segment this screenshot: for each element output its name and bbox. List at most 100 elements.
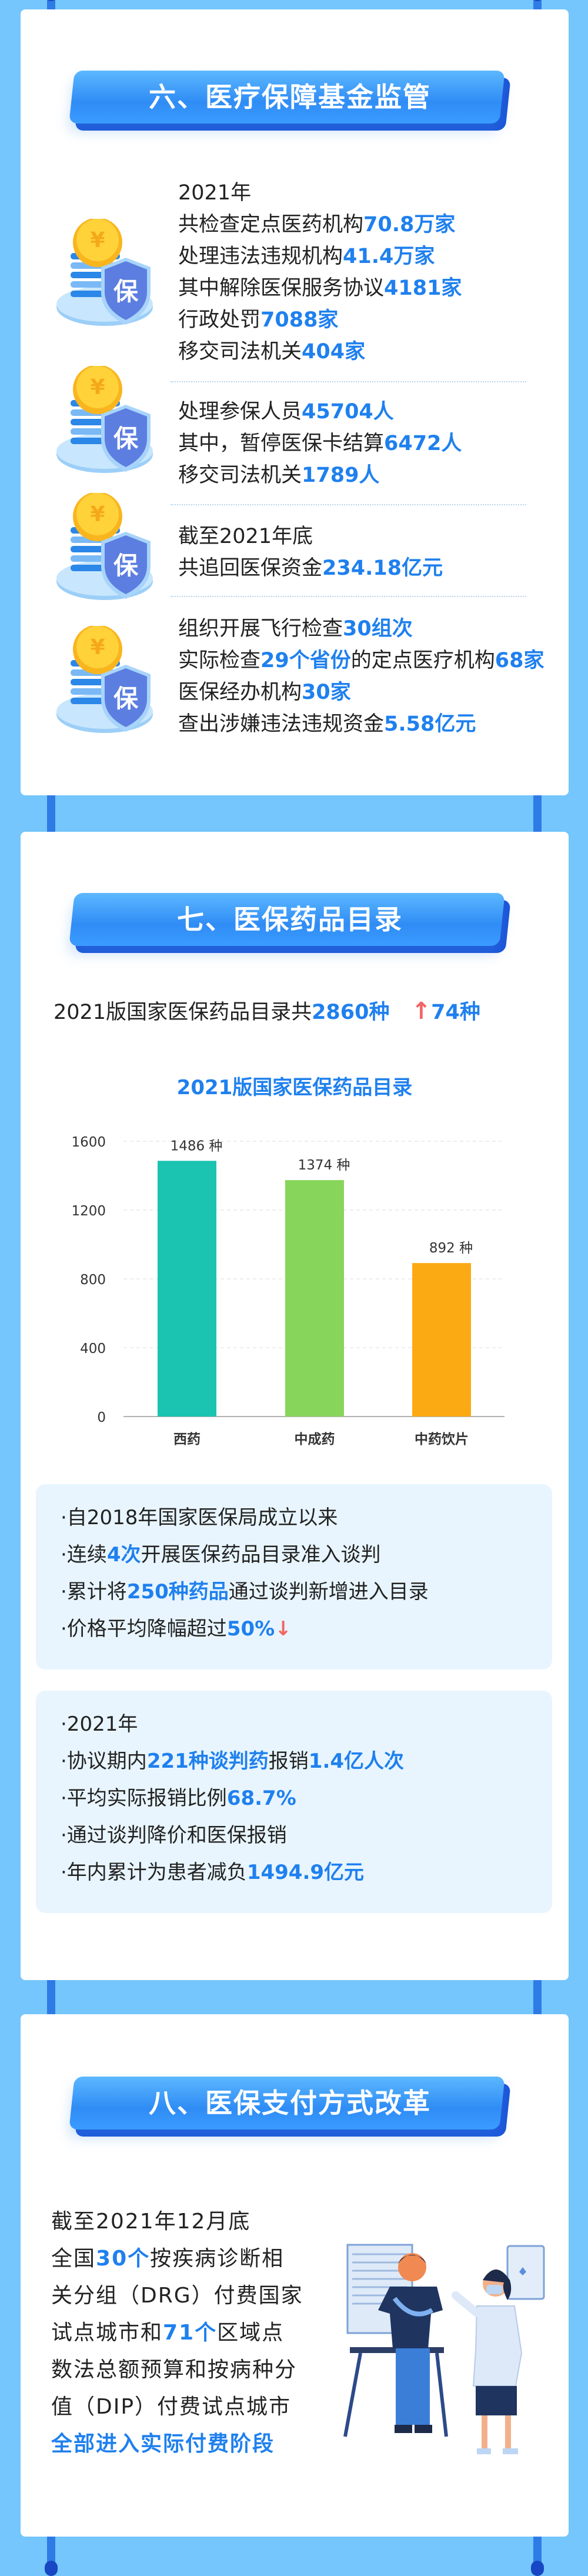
text-segment: ·价格平均降幅超过 xyxy=(61,1617,227,1641)
y-tick-label: 800 xyxy=(80,1272,106,1288)
text-segment: ·通过谈判降价和医保报销 xyxy=(61,1824,287,1847)
text-line: ·2021年 xyxy=(61,1708,138,1740)
text-line: ·价格平均降幅超过50%↓ xyxy=(61,1613,292,1645)
text-line: 处理违法违规机构41.4万家 xyxy=(178,241,435,272)
text-segment: 报销 xyxy=(268,1749,309,1773)
doctor-patient-illustration xyxy=(343,2244,545,2454)
text-segment: 处理违法违规机构 xyxy=(178,245,343,268)
divider xyxy=(171,596,526,597)
text-line: 处理参保人员45704人 xyxy=(178,396,394,428)
text-segment: 截至2021年12月底 xyxy=(51,2210,251,2234)
highlight-value: 68.7% xyxy=(226,1787,296,1810)
catalog-summary: 2021版国家医保药品目录共2860种 ↑74种 xyxy=(54,998,480,1025)
text-line: ·通过谈判降价和医保报销 xyxy=(61,1819,287,1851)
text-segment: 实际检查 xyxy=(178,649,261,672)
highlight-value: 50% xyxy=(226,1617,275,1641)
text-segment: ·连续 xyxy=(61,1543,107,1567)
bar-chart: 2021版国家医保药品目录 0 400 800 1200 1600 1486 种西药 1374… xyxy=(71,1076,505,1447)
text-segment: 行政处罚 xyxy=(178,308,261,332)
text-segment: 移交司法机关 xyxy=(178,340,302,364)
coin-shield-label: 保 xyxy=(113,551,139,580)
text-line: ·连续4次开展医保药品目录准入谈判 xyxy=(61,1539,380,1571)
coin-shield-label: 保 xyxy=(113,424,139,453)
text-line: 查出涉嫌违法违规资金5.58亿元 xyxy=(178,708,476,740)
highlight-value: 7088家 xyxy=(260,308,339,332)
y-tick-label: 400 xyxy=(80,1341,106,1357)
data-label: 892 种 xyxy=(429,1241,473,1256)
text-segment: 区域点 xyxy=(217,2321,285,2345)
text-segment: 值（DIP）付费试点城市 xyxy=(51,2395,292,2419)
text-segment: 试点城市和 xyxy=(51,2321,163,2345)
arrow-down-icon: ↓ xyxy=(275,1617,292,1641)
text-segment: 通过谈判新增进入目录 xyxy=(228,1580,429,1604)
bar xyxy=(285,1180,344,1417)
highlight-value: 5.58亿元 xyxy=(384,712,476,736)
bar xyxy=(158,1161,216,1417)
chart-title: 2021版国家医保药品目录 xyxy=(177,1076,413,1099)
highlight-value: 30个 xyxy=(96,2247,151,2271)
section-banner: 八、医保支付方式改革 xyxy=(69,2077,511,2137)
y-tick-label: 1200 xyxy=(71,1204,106,1219)
text-segment: 共追回医保资金 xyxy=(178,556,323,580)
svg-text:¥: ¥ xyxy=(90,635,105,659)
text-line: 其中解除医保服务协议4181家 xyxy=(178,272,462,304)
text-line: 全部进入实际付费阶段 xyxy=(51,2428,275,2460)
divider xyxy=(171,381,526,382)
text-segment: ·协议期内 xyxy=(61,1749,147,1773)
section-banner: 七、医保药品目录 xyxy=(69,893,511,953)
text-segment: ·累计将 xyxy=(61,1580,127,1604)
text-segment: 处理参保人员 xyxy=(178,400,302,424)
section-title: 六、医疗保障基金监管 xyxy=(149,81,431,113)
coin-shield-label: 保 xyxy=(113,684,139,713)
text-line: 全国30个按疾病诊断相 xyxy=(51,2243,284,2275)
svg-text:¥: ¥ xyxy=(90,228,105,252)
highlight-value: 404家 xyxy=(302,340,366,364)
highlight-value: 1.4亿人次 xyxy=(308,1749,405,1773)
text-line: 2021年 xyxy=(178,177,251,209)
data-label: 1374 种 xyxy=(298,1158,350,1173)
text-segment: 按疾病诊断相 xyxy=(150,2247,285,2271)
text-line: 医保经办机构30家 xyxy=(178,677,351,708)
info-box: ·2021年 ·协议期内221种谈判药报销1.4亿人次 ·平均实际报销比例68.7%… xyxy=(36,1691,552,1913)
text-segment: 数法总额预算和按病种分 xyxy=(51,2358,298,2382)
section-title: 八、医保支付方式改革 xyxy=(149,2087,431,2119)
text-line: 截至2021年12月底 xyxy=(51,2206,250,2238)
coin-shield-icon: ¥ 保 xyxy=(55,218,155,328)
section-banner: 六、医疗保障基金监管 xyxy=(69,71,511,131)
coin-shield-icon: ¥ 保 xyxy=(55,625,155,735)
section-title: 七、医保药品目录 xyxy=(177,904,403,935)
text-line: 共追回医保资金234.18亿元 xyxy=(178,552,443,584)
text-segment: ·平均实际报销比例 xyxy=(61,1787,227,1810)
info-box: ·自2018年国家医保局成立以来 ·连续4次开展医保药品目录准入谈判 ·累计将250… xyxy=(36,1484,552,1669)
text-line: 实际检查29个省份的定点医疗机构68家 xyxy=(178,645,544,677)
highlight-value: 71个 xyxy=(163,2321,218,2345)
text-segment: 查出涉嫌违法违规资金 xyxy=(178,712,385,736)
text-segment: ·自2018年国家医保局成立以来 xyxy=(61,1506,338,1529)
text-line: ·年内累计为患者减负1494.9亿元 xyxy=(61,1857,364,1888)
text-line: ·自2018年国家医保局成立以来 xyxy=(61,1502,338,1534)
bar xyxy=(412,1263,471,1417)
text-line: 移交司法机关404家 xyxy=(178,336,365,368)
coin-shield-label: 保 xyxy=(113,277,139,306)
text-line: 值（DIP）付费试点城市 xyxy=(51,2391,291,2423)
category-label: 中成药 xyxy=(295,1432,335,1447)
coin-shield-icon: ¥ 保 xyxy=(55,492,155,602)
text-line: 试点城市和71个区域点 xyxy=(51,2317,284,2349)
text-line: ·平均实际报销比例68.7% xyxy=(61,1782,296,1814)
category-label: 西药 xyxy=(173,1432,201,1447)
highlight-value: 30组次 xyxy=(343,617,413,641)
text-line: ·协议期内221种谈判药报销1.4亿人次 xyxy=(61,1745,404,1777)
text-line: 组织开展飞行检查30组次 xyxy=(178,613,413,645)
y-tick-label: 1600 xyxy=(71,1135,106,1150)
highlight-value: 30家 xyxy=(302,681,351,704)
text-segment: 移交司法机关 xyxy=(178,464,302,487)
highlight-value: 45704人 xyxy=(302,400,394,424)
text-segment: 医保经办机构 xyxy=(178,681,302,704)
text-line: 关分组（DRG）付费国家 xyxy=(51,2280,303,2312)
highlight-value: 1494.9亿元 xyxy=(246,1861,365,1884)
text-line: 截至2021年底 xyxy=(178,521,313,552)
text-line: 移交司法机关1789人 xyxy=(178,459,379,491)
highlight-value: 4次 xyxy=(106,1543,141,1567)
text-segment: 的定点医疗机构 xyxy=(350,649,495,672)
highlight-value: 29个省份 xyxy=(260,649,351,672)
